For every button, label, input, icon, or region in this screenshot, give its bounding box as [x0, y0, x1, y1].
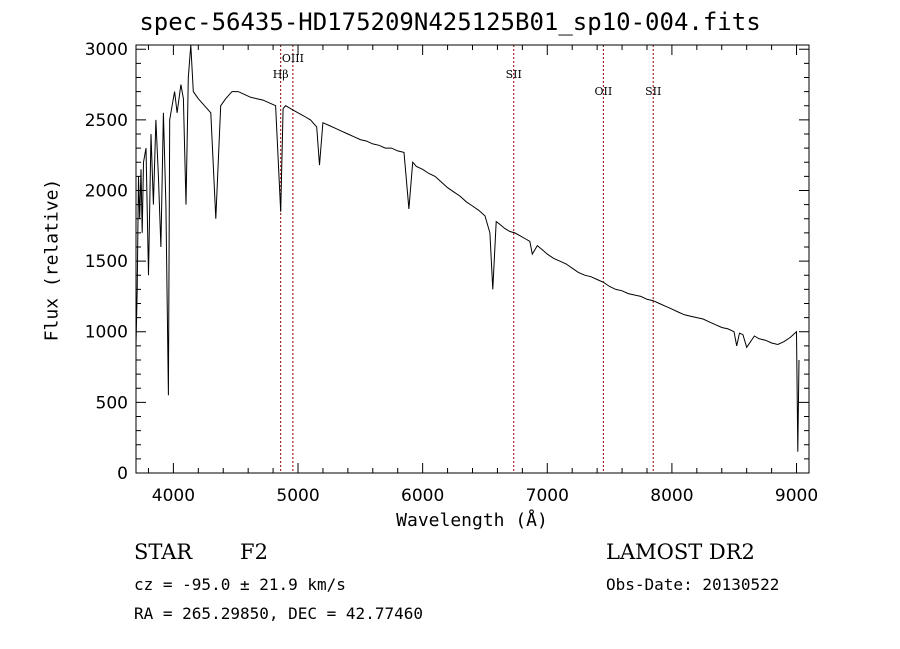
y-tick-label: 500: [96, 393, 128, 413]
x-tick-label: 5000: [276, 486, 319, 506]
line-label: SII: [506, 68, 522, 81]
axis-ticks: 4000 5000 6000 7000 8000 9000 0 500 1000 1500 2000…: [85, 40, 818, 506]
redshift-value: cz = -95.0 ± 21.9 km/s: [134, 575, 346, 594]
spectrum-line: [135, 44, 800, 452]
subclass: F2: [240, 540, 268, 564]
coordinates: RA = 265.29850, DEC = 42.77460: [134, 604, 423, 623]
x-tick-label: 6000: [401, 486, 444, 506]
emission-line-markers: Hβ OIII SII OII SII: [273, 45, 661, 473]
object-class: STAR: [134, 540, 193, 564]
x-axis-label: Wavelength (Å): [396, 510, 548, 531]
x-tick-label: 8000: [650, 486, 693, 506]
plot-frame: [135, 44, 810, 474]
y-tick-label: 1000: [85, 323, 128, 343]
obs-date: Obs-Date: 20130522: [606, 575, 780, 594]
chart-title: spec-56435-HD175209N425125B01_sp10-004.f…: [139, 8, 761, 36]
y-tick-label: 2000: [85, 181, 128, 201]
line-label: OII: [595, 85, 613, 98]
y-tick-label: 1500: [85, 252, 128, 272]
line-label: OIII: [282, 52, 304, 65]
y-tick-label: 2500: [85, 111, 128, 131]
x-tick-label: 4000: [152, 486, 195, 506]
x-tick-label: 7000: [526, 486, 569, 506]
survey-name: LAMOST DR2: [606, 540, 755, 564]
y-tick-label: 3000: [85, 40, 128, 60]
x-tick-label: 9000: [775, 486, 818, 506]
y-tick-label: 0: [117, 464, 128, 484]
line-label: SII: [645, 85, 661, 98]
line-label: Hβ: [273, 68, 289, 81]
